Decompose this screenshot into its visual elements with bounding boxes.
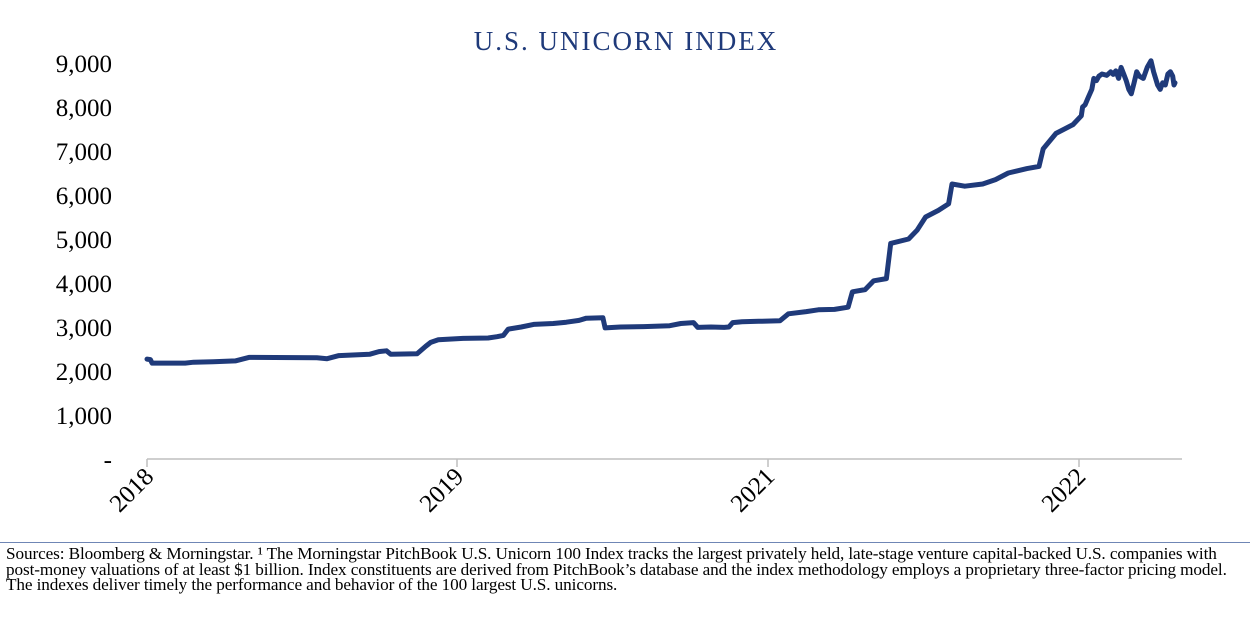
y-tick-label: 7,000: [56, 139, 112, 166]
x-axis: 2018 2019 2021 2022: [105, 459, 1091, 518]
y-tick-label: 4,000: [56, 271, 112, 298]
x-tick-label: 2022: [1037, 463, 1091, 517]
x-tick-label: 2019: [415, 463, 469, 517]
chart-title: U.S. UNICORN INDEX: [474, 26, 779, 56]
footnote-divider: [0, 542, 1250, 543]
y-tick-label: 6,000: [56, 183, 112, 210]
x-tick-label: 2018: [105, 463, 159, 517]
y-axis: - 1,000 2,000 3,000 4,000 5,000 6,000 7,000 8,00…: [56, 51, 112, 474]
y-tick-label: 8,000: [56, 95, 112, 122]
y-tick-label: 9,000: [56, 51, 112, 78]
y-tick-label: 1,000: [56, 403, 112, 430]
x-tick-label: 2021: [726, 463, 780, 517]
series-line: [144, 58, 1178, 366]
y-tick-label: 5,000: [56, 227, 112, 254]
footnote: Sources: Bloomberg & Morningstar. ¹ The …: [6, 544, 1227, 595]
y-tick-label: 3,000: [56, 315, 112, 342]
y-tick-label: 2,000: [56, 359, 112, 386]
y-tick-label: -: [104, 447, 112, 474]
chart-area: U.S. UNICORN INDEX - 1,000 2,000 3,000 4,000…: [56, 26, 1182, 518]
